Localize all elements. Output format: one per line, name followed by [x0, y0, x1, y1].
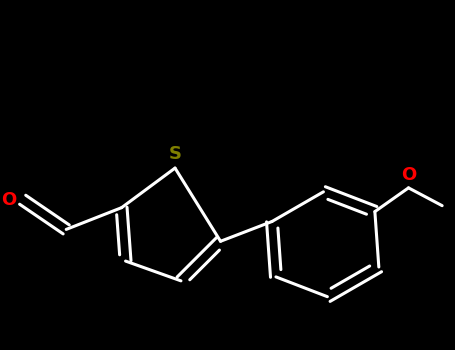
- Text: O: O: [401, 166, 416, 184]
- Text: O: O: [1, 191, 17, 209]
- Text: S: S: [168, 145, 182, 163]
